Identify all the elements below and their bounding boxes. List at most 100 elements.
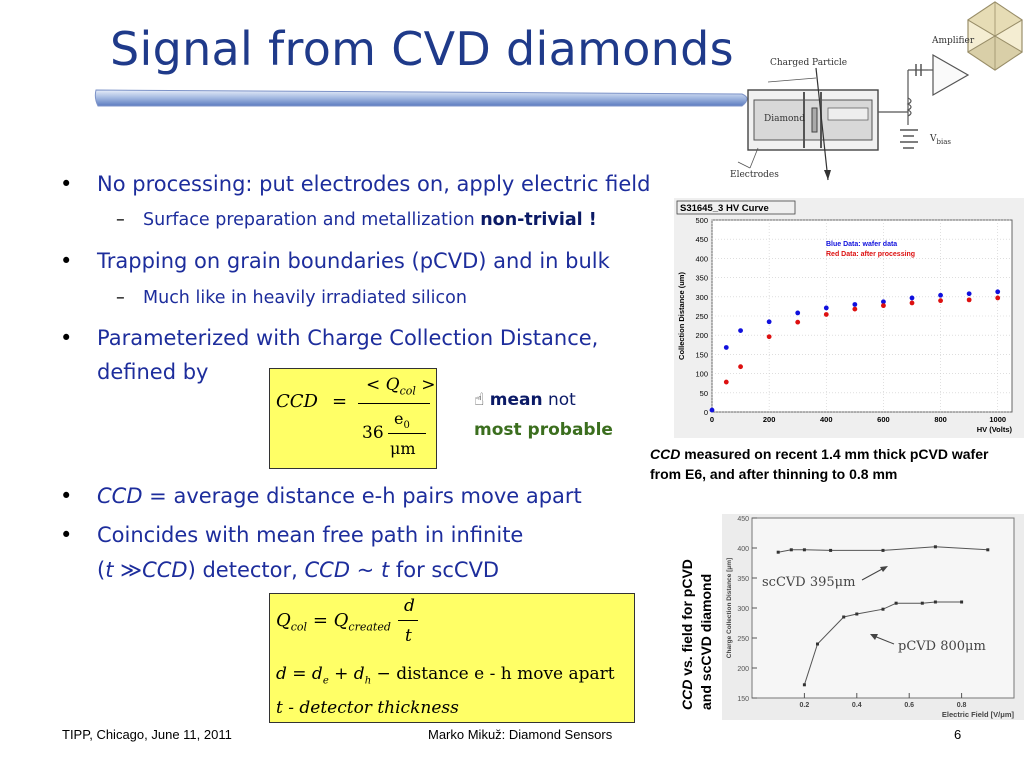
qcol-rhs-sub: created: [348, 620, 391, 634]
chart1-point: [995, 289, 1001, 295]
vbias-subscript: bias: [936, 137, 952, 146]
bullet-dot: •: [60, 484, 73, 508]
chart1-xtick-label: 400: [820, 415, 833, 424]
chart1-point: [852, 302, 858, 307]
paren-open: (: [97, 558, 106, 582]
most-probable-text: most probable: [474, 420, 613, 440]
chart2-arrow-pcvd: [873, 635, 895, 645]
t-definition: t - detector thickness: [276, 698, 459, 718]
ccd-inner-fraction-line: [388, 433, 426, 434]
mean-note: ☝ mean not: [474, 390, 576, 410]
caption-ccd: CCD: [650, 446, 681, 462]
chart1-point: [881, 303, 886, 309]
chart1-point: [709, 407, 715, 413]
page-title: Signal from CVD diamonds: [110, 22, 734, 76]
bullet-dot: •: [60, 523, 73, 547]
qcol-eq: =: [312, 610, 328, 631]
d-equation: d = de + dh − distance e - h move apart: [276, 664, 615, 686]
chart2-ytick-label: 350: [737, 576, 749, 583]
chart1-xlabel: HV (Volts): [977, 425, 1013, 434]
ccd-den-bottom: μm: [390, 439, 416, 458]
scCVD-text: for scCVD: [389, 558, 500, 582]
chart1-point: [909, 300, 915, 306]
bullet-text: No processing: put electrodes on, apply …: [97, 172, 651, 196]
caption2-line2: and scCVD diamond: [697, 573, 714, 710]
ccd-fraction-line: [358, 403, 430, 404]
chart2-point: [802, 548, 806, 552]
sub-bullet-plain: Surface preparation and metallization: [143, 210, 481, 230]
diamond-label: Diamond: [764, 114, 805, 124]
chart2-arrowhead-sccvd: [880, 566, 888, 572]
chart1-ytick-label: 400: [695, 254, 708, 263]
chart1-ytick-label: 500: [695, 216, 708, 225]
chart1-point: [909, 295, 915, 301]
footer-left: TIPP, Chicago, June 11, 2011: [62, 727, 232, 742]
chart1-legend-entry: Blue Data: wafer data: [826, 241, 897, 248]
qcol-lhs: Q: [276, 610, 291, 631]
chart2-point: [881, 548, 885, 552]
caption-text: measured on recent 1.4 mm thick pCVD waf…: [650, 446, 989, 483]
bullet-dot: •: [60, 249, 73, 273]
chart1-point: [795, 310, 801, 316]
title-underline-bar: [94, 89, 748, 107]
chart1-point: [738, 328, 743, 333]
chart2-ytick-label: 200: [737, 666, 749, 673]
chart2-point: [776, 550, 780, 554]
mean-bold: mean: [489, 390, 543, 410]
footer-center: Marko Mikuž: Diamond Sensors: [428, 727, 613, 742]
bullet-text: Coincides with mean free path in infinit…: [97, 523, 524, 547]
chart2-arrowhead-pcvd: [870, 634, 878, 640]
chart1-ytick-label: 150: [695, 350, 708, 359]
ccd-den-top-text: e: [394, 409, 404, 428]
field-chart: 150 200 250 300 350 400 450 0.2 0.4 0.6 0.8 Electri…: [722, 514, 1024, 720]
ccd-equals: =: [332, 391, 348, 412]
chart2-point: [802, 683, 806, 687]
chart2-point: [960, 600, 964, 604]
qcol-equation: Qcol = Qcreated: [276, 610, 391, 634]
d-plus: + d: [328, 664, 365, 684]
chart1-point: [852, 306, 858, 312]
chart2-ytick-label: 400: [737, 546, 749, 553]
d-eq-start: d = d: [276, 664, 323, 684]
chart1-xtick-label: 800: [934, 415, 947, 424]
chart2-ytick-label: 300: [737, 606, 749, 613]
chart2-point: [789, 548, 793, 552]
chart2-ytick-label: 450: [737, 516, 749, 523]
sub-bullet-dash: –: [116, 210, 125, 230]
frac-line: [398, 620, 418, 621]
sub-bullet-text: Much like in heavily irradiated silicon: [143, 288, 467, 308]
chart1-ytick-label: 300: [695, 293, 708, 302]
d-definition: − distance e - h move apart: [371, 664, 615, 684]
bullet-text: Parameterized with Charge Collection Dis…: [97, 326, 599, 350]
ccd-symbol-2: CCD: [304, 558, 351, 582]
chart1-point: [966, 297, 972, 303]
chart2-xtick-label: 0.6: [904, 702, 914, 709]
qcol-lhs-sub: col: [290, 620, 308, 634]
circuit-schematic: [737, 53, 970, 181]
ccd-den-top: e0: [394, 409, 410, 431]
chart1-point: [823, 312, 829, 317]
chart1-point: [723, 345, 729, 350]
field-chart-svg: 150 200 250 300 350 400 450 0.2 0.4 0.6 0.8Electri…: [722, 514, 1024, 720]
chart2-xtick-label: 0.4: [852, 702, 862, 709]
d-h-sub: h: [364, 675, 372, 687]
chart1-ytick-label: 100: [695, 370, 708, 379]
sub-bullet-dash: –: [116, 288, 125, 308]
t-symbol-2: t: [380, 558, 390, 582]
chart1-point: [723, 379, 729, 385]
bullet-dot: •: [60, 326, 73, 350]
bullet-dot: •: [60, 172, 73, 196]
ccd-num-text: < Q: [366, 375, 400, 395]
chart1-point: [766, 319, 772, 325]
chart2-arrow-sccvd: [861, 567, 885, 581]
ccd-den-top-sub: 0: [403, 420, 410, 432]
chart1-ylabel: Collection Distance (um): [677, 272, 686, 360]
mean-not: not: [542, 390, 576, 410]
ccd-num-sub: col: [399, 384, 416, 398]
chart1-ytick-label: 50: [700, 389, 708, 398]
chart2-series-label-pcvd: pCVD 800μm: [898, 639, 986, 654]
chart1-point: [738, 364, 743, 370]
chart1-point: [766, 334, 772, 340]
chart1-title-box: [676, 200, 796, 215]
hv-curve-chart: S31645_3 HV Curve 0 50 100 150 200 250 300 350 40…: [674, 198, 1024, 438]
